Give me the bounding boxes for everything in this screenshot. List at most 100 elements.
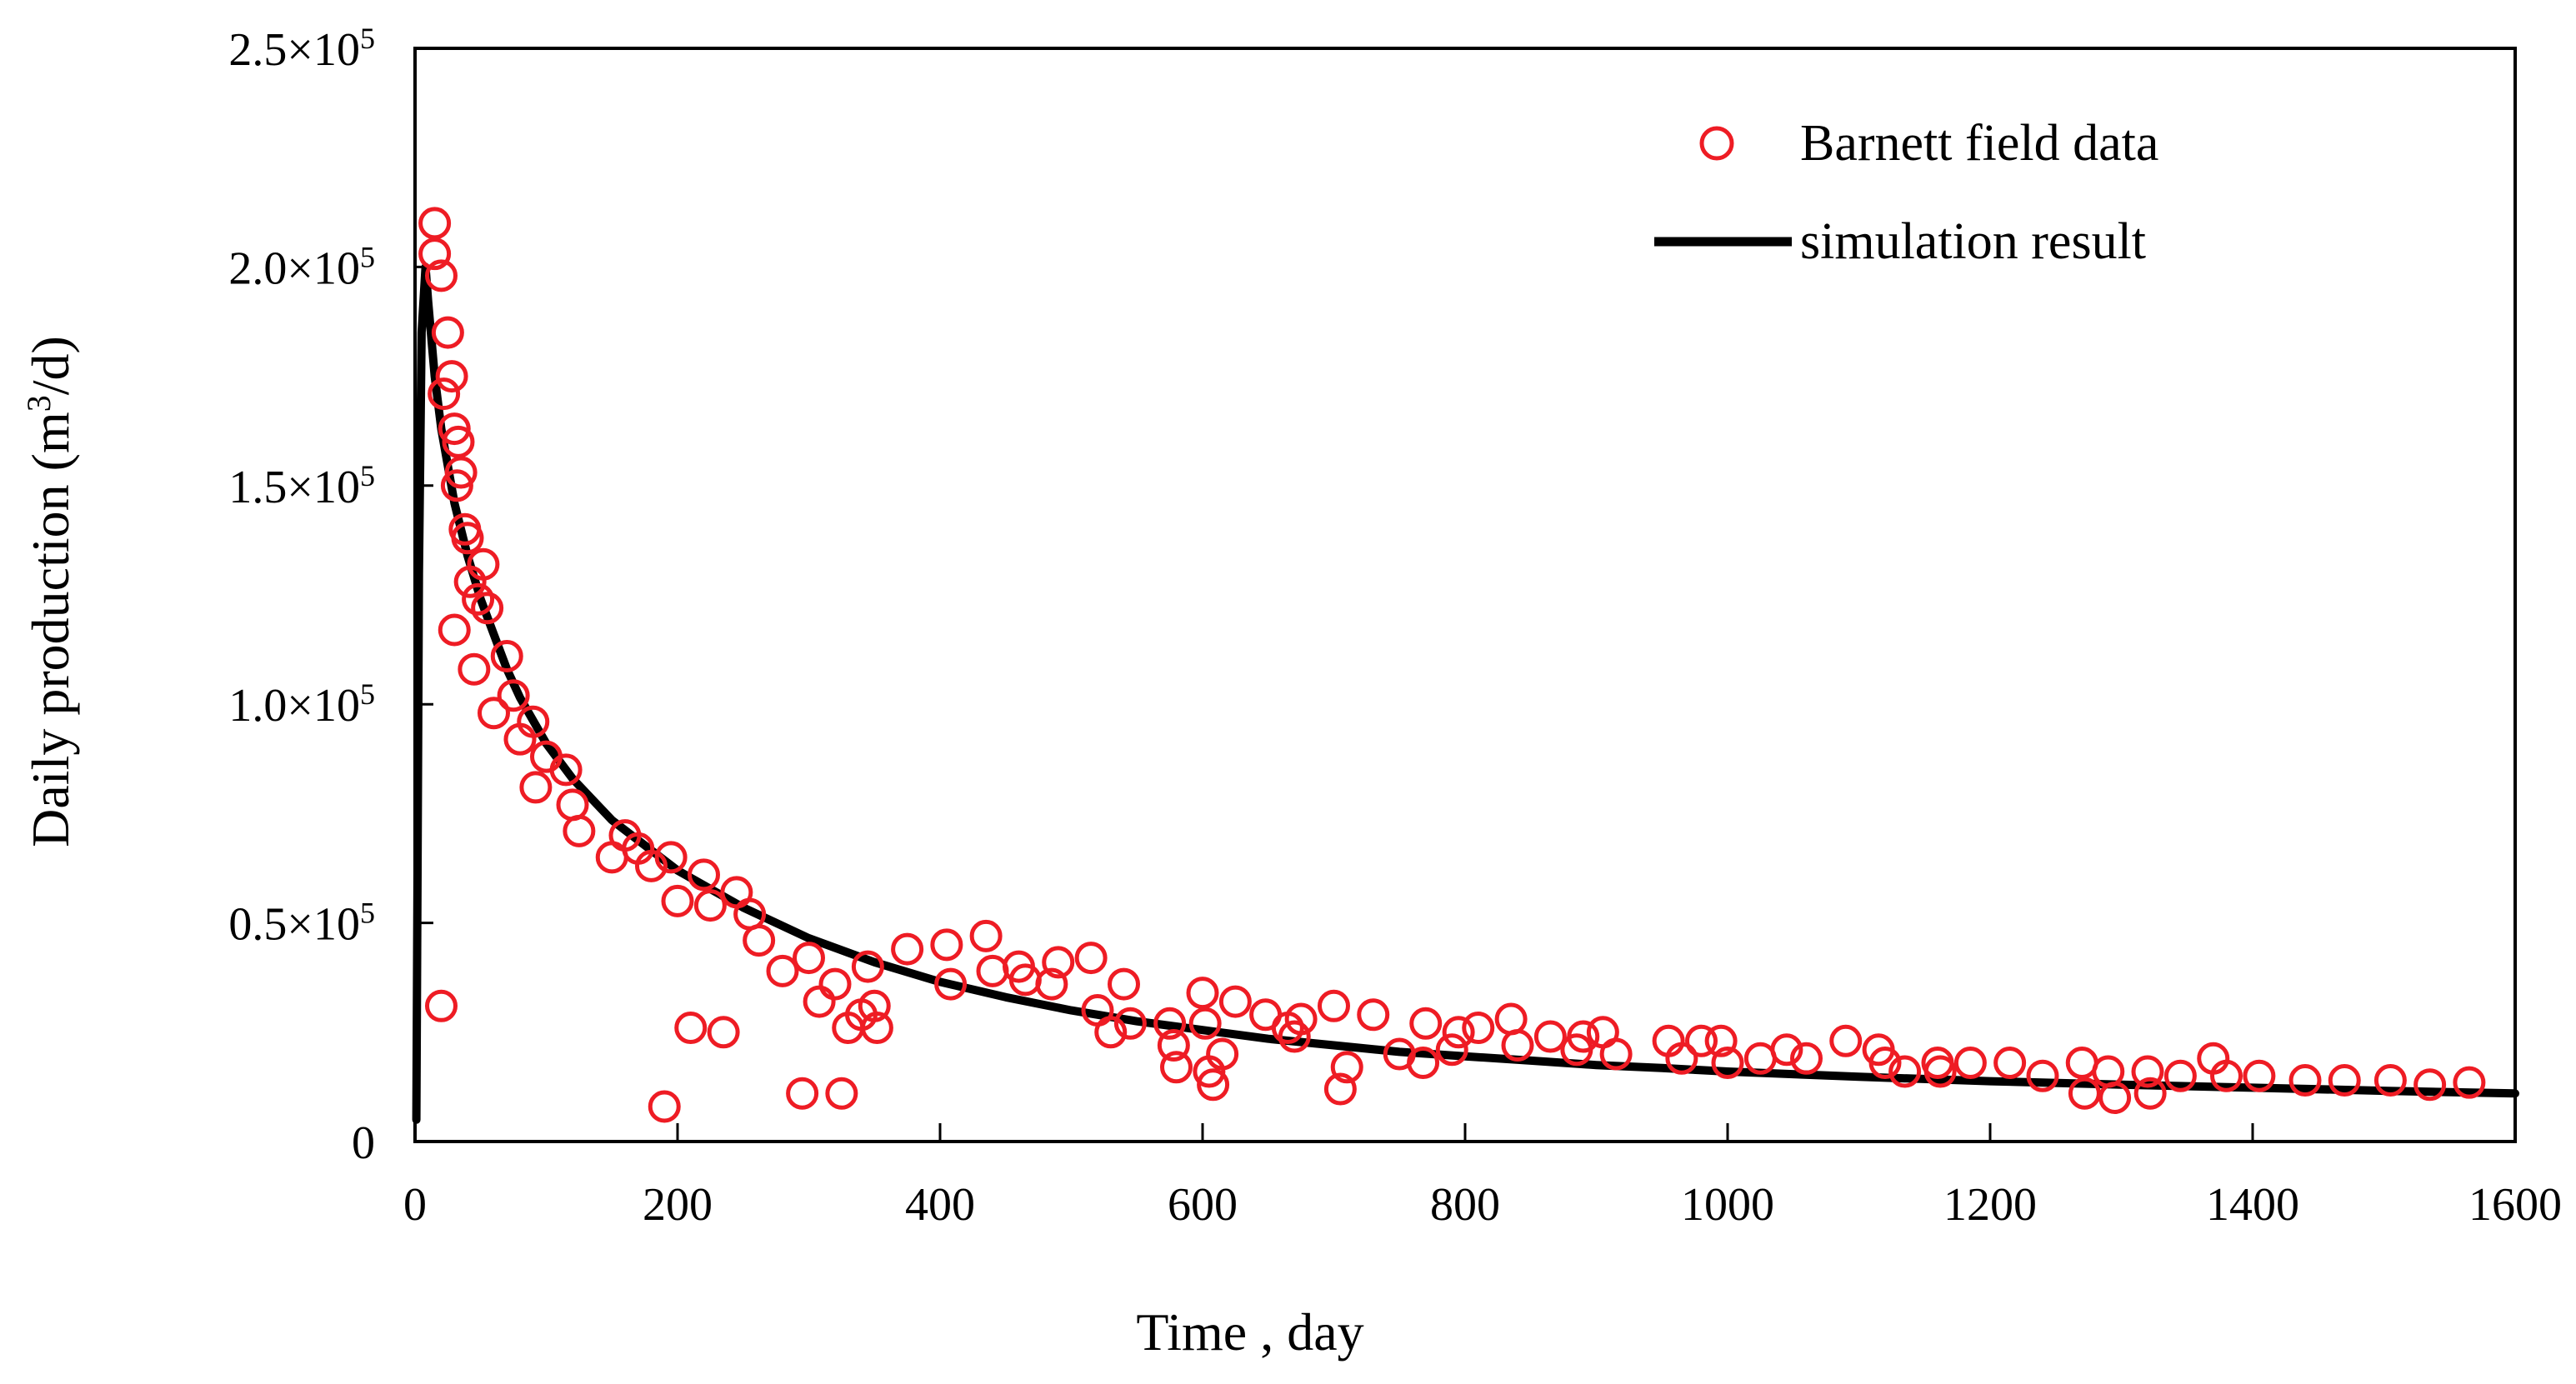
field-data-point: [1094, 1016, 1128, 1049]
field-data-point: [1409, 1007, 1443, 1040]
field-data-point: [1113, 1007, 1147, 1040]
field-data-point: [435, 360, 468, 393]
field-data-point: [1770, 1033, 1803, 1067]
y-axis-title-tail: /d): [21, 336, 80, 395]
field-data-point: [1186, 977, 1219, 1010]
axis-ticks: 0 200 400 600 800 1000 1200 1400 1600 0 0.5×105 1.0…: [228, 22, 2562, 1231]
field-data-point: [1357, 998, 1390, 1032]
field-data-point: [428, 377, 461, 411]
field-data-point: [471, 592, 504, 625]
field-data-point: [2373, 1064, 2407, 1097]
field-data-point: [2133, 1077, 2167, 1110]
field-data-point: [803, 985, 836, 1018]
field-data-point: [1533, 1020, 1567, 1053]
field-data-point: [1278, 1020, 1311, 1053]
field-data-point: [635, 849, 668, 882]
field-data-point: [1704, 1024, 1738, 1057]
field-data-point: [556, 788, 589, 822]
field-data-point: [1888, 1055, 1922, 1088]
field-data-point: [440, 469, 473, 502]
field-data-point: [934, 967, 968, 1001]
field-data-point: [1108, 967, 1140, 1001]
field-data-point: [2288, 1064, 2322, 1097]
y-tick-label: 1.5×105: [228, 459, 375, 513]
x-tick-label: 200: [643, 1179, 713, 1231]
simulation-series: [412, 262, 2519, 1124]
field-data-point: [1218, 985, 1252, 1018]
x-tick-label: 600: [1168, 1179, 1238, 1231]
field-data-point: [1923, 1055, 1957, 1088]
x-tick-label: 1600: [2468, 1179, 2562, 1231]
y-axis-title-sup: 3: [20, 395, 58, 412]
field-data-point: [2068, 1077, 2101, 1110]
field-data-point: [1153, 1007, 1187, 1040]
field-data-point: [891, 932, 924, 966]
field-data-point: [2098, 1082, 2132, 1115]
field-data-point: [1501, 1029, 1534, 1062]
field-data-point: [858, 989, 891, 1022]
field-data-point: [418, 207, 452, 240]
field-data-point: [1685, 1024, 1718, 1057]
field-data-point: [1407, 1047, 1440, 1080]
field-data-point: [674, 1012, 708, 1045]
field-data-point: [786, 1077, 819, 1110]
field-data-point: [1074, 942, 1108, 975]
field-data-point: [1442, 1016, 1475, 1049]
y-tick-label: 0: [352, 1117, 375, 1169]
field-data-point: [1868, 1047, 1902, 1080]
field-data-point: [693, 889, 727, 922]
x-tick-label: 1000: [1681, 1179, 1774, 1231]
field-data-point: [490, 639, 523, 672]
field-data-point: [1599, 1037, 1633, 1071]
field-data-point: [1494, 1002, 1528, 1036]
field-data-point: [2026, 1059, 2059, 1092]
y-axis-title: Daily production (m3/d): [20, 336, 81, 847]
plot-frame: [413, 47, 2517, 1143]
field-data-point: [661, 884, 694, 917]
field-data-point: [969, 919, 1003, 952]
x-tick-label: 800: [1430, 1179, 1500, 1231]
field-data-point: [1035, 967, 1068, 1001]
field-data-point: [425, 989, 458, 1022]
field-data-point: [451, 522, 484, 555]
field-data-point: [688, 858, 720, 892]
field-data-point: [418, 237, 452, 271]
field-data-point: [563, 814, 596, 847]
field-data-point: [1160, 1051, 1193, 1084]
field-data-point: [2210, 1059, 2243, 1092]
legend-label-simulation: simulation result: [1800, 213, 2146, 270]
field-data-point: [519, 771, 553, 804]
field-data-point: [1042, 946, 1075, 979]
field-data-point: [825, 1077, 858, 1110]
field-data-point: [1188, 1007, 1222, 1040]
field-data-point: [860, 1012, 893, 1045]
field-data-point: [2065, 1047, 2098, 1080]
field-data-point: [1330, 1051, 1363, 1084]
field-data-point: [497, 679, 530, 712]
x-tick-label: 1200: [1943, 1179, 2037, 1231]
field-data-point: [743, 924, 776, 957]
field-data-point: [1318, 989, 1350, 1022]
field-data-point: [1435, 1033, 1468, 1067]
field-data-point: [2243, 1059, 2276, 1092]
field-data-point: [1829, 1024, 1863, 1057]
field-data-point: [930, 928, 963, 962]
y-tick-label: 2.0×105: [228, 240, 375, 294]
field-data-point: [1284, 1002, 1318, 1036]
field-data-point: [1197, 1068, 1230, 1102]
x-tick-label: 1400: [2206, 1179, 2299, 1231]
field-data-point: [462, 582, 495, 616]
y-axis-title-main: Daily production (m: [21, 412, 80, 847]
field-data-point: [425, 259, 458, 292]
field-data-point: [1462, 1012, 1495, 1045]
legend-marker-field-data: [1699, 126, 1734, 161]
field-data-point: [549, 753, 583, 787]
field-data-point: [707, 1016, 740, 1049]
field-data-point: [1206, 1037, 1239, 1071]
field-data-point: [438, 412, 471, 446]
field-data-point: [2453, 1066, 2486, 1099]
field-data-point: [517, 705, 550, 738]
field-data-point: [1993, 1047, 2027, 1080]
x-tick-label: 0: [403, 1179, 427, 1231]
